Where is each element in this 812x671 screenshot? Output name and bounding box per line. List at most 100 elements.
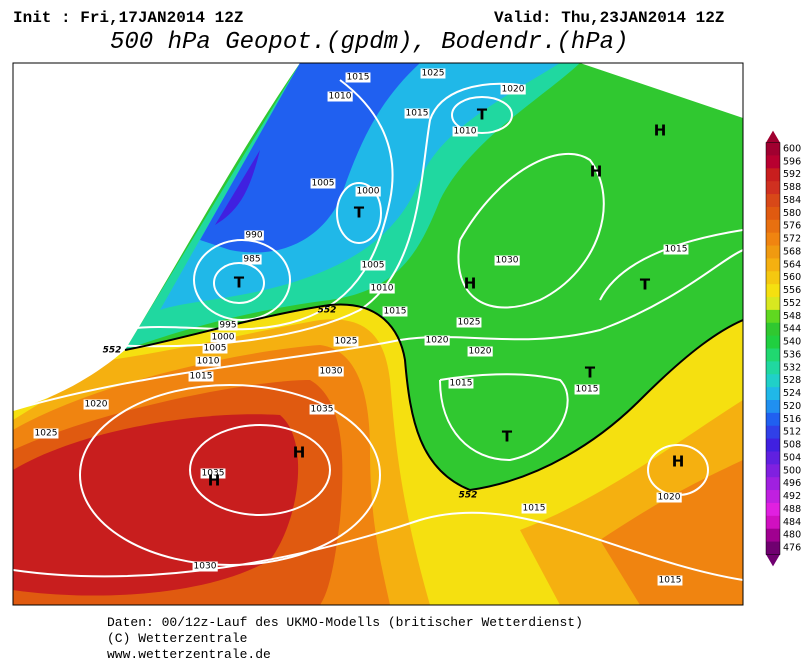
pressure-center: H — [208, 472, 221, 490]
label-box — [202, 343, 228, 354]
isobar-label-group: 1035 — [309, 404, 335, 415]
colorbar-label: 532 — [783, 362, 801, 373]
colorbar-label: 560 — [783, 272, 801, 283]
isobar-label: 1015 — [450, 379, 473, 389]
isobar-label: 1010 — [371, 284, 394, 294]
pressure-center: T — [354, 204, 365, 222]
label-box — [200, 468, 226, 479]
colorbar-bin — [766, 438, 780, 452]
colorbar-label: 572 — [783, 234, 801, 245]
isobar-label: 1020 — [85, 400, 108, 410]
colorbar-bin — [766, 142, 780, 156]
isobar-label: 1025 — [458, 318, 481, 328]
isobar-label: 1015 — [406, 109, 429, 119]
init-time: Init : Fri,17JAN2014 12Z — [13, 9, 243, 27]
pressure-center: H — [654, 122, 667, 140]
isobar-label-group: 1020 — [500, 84, 526, 95]
isobar-label-group: 1025 — [456, 317, 482, 328]
label-box — [424, 335, 450, 346]
colorbar-cap — [766, 554, 780, 567]
colorbar-bin — [766, 387, 780, 401]
isobar-label: 1030 — [496, 256, 519, 266]
label-box — [420, 68, 446, 79]
isobar-label-group: 1025 — [333, 336, 359, 347]
isobar-label: 1015 — [576, 385, 599, 395]
label-box — [456, 317, 482, 328]
isobar-label: 1015 — [659, 576, 682, 586]
colorbar-bin — [766, 374, 780, 388]
isobar-label: 1035 — [311, 405, 334, 415]
colorbar-bin — [766, 284, 780, 298]
label-box — [360, 260, 386, 271]
isobar-label-group: 1005 — [360, 260, 386, 271]
isobar-label: 1015 — [523, 504, 546, 514]
label-box — [218, 320, 238, 331]
colorbar-label: 576 — [783, 221, 801, 232]
colorbar-label: 492 — [783, 491, 801, 502]
isobar-label: 1005 — [204, 344, 227, 354]
label-box — [345, 72, 371, 83]
pressure-center: T — [502, 428, 513, 446]
colorbar-bin — [766, 490, 780, 504]
colorbar-bin — [766, 206, 780, 221]
isobar-label-group: 1020 — [467, 346, 493, 357]
isobar-label: 1000 — [357, 187, 380, 197]
isobar-label: 1015 — [665, 245, 688, 255]
isobar-label-group: 1010 — [369, 283, 395, 294]
label-box — [318, 366, 344, 377]
contour-label: 552 — [103, 346, 122, 356]
isobar — [451, 96, 513, 134]
isobar — [13, 511, 743, 581]
isobar-label-group: 1020 — [424, 335, 450, 346]
isobar-label: 1005 — [362, 261, 385, 271]
label-box — [333, 336, 359, 347]
isobar-label: 985 — [243, 255, 260, 265]
isobar-label-group: 1015 — [663, 244, 689, 255]
label-box — [656, 492, 682, 503]
isobar-label-group: 985 — [242, 254, 262, 265]
colorbar-label: 476 — [783, 543, 801, 554]
colorbar-bin — [766, 194, 780, 208]
colorbar-bin — [766, 219, 780, 234]
isobar-label-group: 1035 — [200, 468, 226, 479]
colorbar-bin — [766, 502, 780, 517]
colorbar-bin — [766, 515, 780, 530]
isobar — [189, 424, 331, 516]
colorbar-bin — [766, 464, 780, 478]
isobar-label-group: 1000 — [210, 332, 236, 343]
label-box — [242, 254, 262, 265]
label-box — [369, 283, 395, 294]
isobar-label: 1020 — [502, 85, 525, 95]
colorbar-label: 520 — [783, 401, 801, 412]
isobar-label: 1015 — [347, 73, 370, 83]
isobar-label: 995 — [219, 321, 236, 331]
isobar-label: 1025 — [422, 69, 445, 79]
colorbar-label: 496 — [783, 478, 801, 489]
isobar-label-group: 995 — [218, 320, 238, 331]
outside-projection-right — [580, 63, 743, 118]
isobar-label: 1020 — [426, 336, 449, 346]
valid-time: Valid: Thu,23JAN2014 12Z — [494, 9, 724, 27]
pressure-center: T — [234, 274, 245, 292]
colorbar-bin — [766, 399, 780, 414]
footer-line: www.wetterzentrale.de — [107, 647, 271, 662]
isobar-label-group: 1015 — [574, 384, 600, 395]
colorbar-label: 524 — [783, 388, 801, 399]
pressure-center: T — [640, 276, 651, 294]
isobar-label-group: 1000 — [355, 186, 381, 197]
isobar-label: 1005 — [312, 179, 335, 189]
isobar-label: 1015 — [190, 372, 213, 382]
isobar-label-group: 1010 — [452, 126, 478, 137]
colorbar-label: 488 — [783, 504, 801, 515]
colorbar-bin — [766, 258, 780, 272]
colorbar-label: 580 — [783, 208, 801, 219]
isobar-label-group: 1015 — [657, 575, 683, 586]
colorbar-label: 508 — [783, 440, 801, 451]
contour-label: 552 — [459, 491, 478, 501]
colorbar-label: 600 — [783, 144, 801, 155]
pressure-center: T — [585, 364, 596, 382]
label-box — [195, 356, 221, 367]
isobar-label: 1010 — [454, 127, 477, 137]
